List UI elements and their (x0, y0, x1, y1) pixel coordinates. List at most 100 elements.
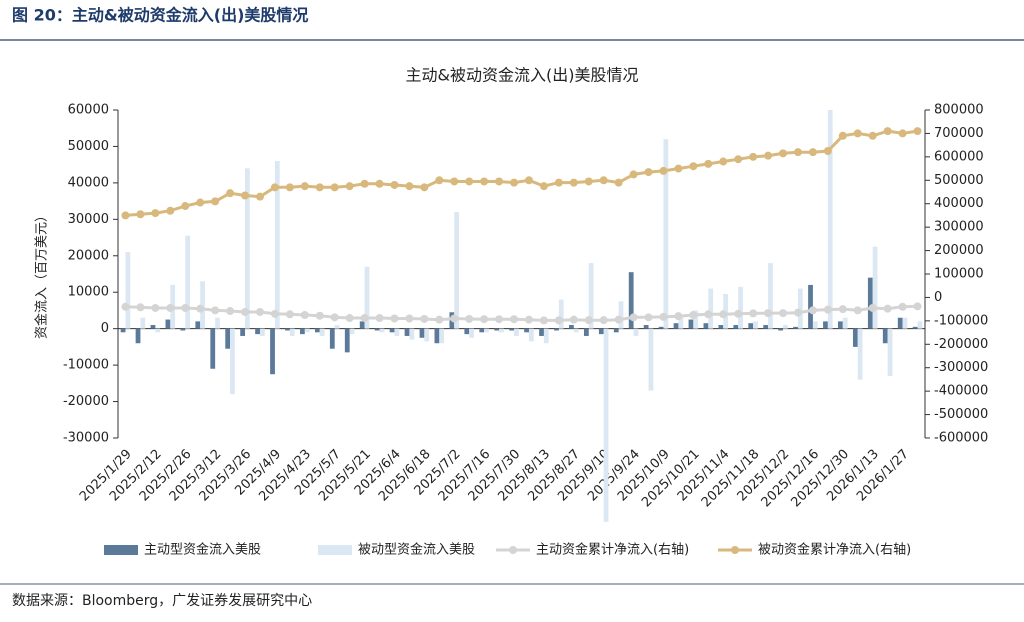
bar (274, 161, 280, 329)
bar (195, 321, 201, 329)
line-series (125, 129, 918, 217)
line-marker (300, 311, 309, 319)
y2-tick-label: -100000 (934, 313, 988, 328)
bar (738, 286, 743, 329)
line-marker (270, 183, 279, 192)
line-marker (779, 309, 788, 318)
bar (135, 328, 141, 344)
line-marker (360, 314, 369, 323)
line-marker (913, 302, 922, 311)
line-marker (450, 314, 459, 323)
bar (245, 168, 250, 329)
bar (588, 263, 594, 329)
y2-tick-label: -500000 (934, 407, 988, 422)
bar (304, 328, 310, 333)
line-marker (823, 305, 832, 314)
line-marker (629, 313, 638, 322)
line-marker (315, 183, 324, 192)
bar (419, 328, 425, 338)
line-marker (793, 148, 802, 157)
line-marker (405, 182, 414, 191)
bar (673, 323, 679, 329)
bar (882, 328, 888, 344)
legend-label: 被动型资金流入美股 (358, 542, 475, 558)
bar (185, 235, 191, 329)
line-marker (270, 309, 279, 318)
line-marker (241, 307, 250, 316)
bar (359, 321, 365, 329)
bar (768, 263, 773, 329)
line-marker (375, 179, 384, 188)
bar (225, 328, 231, 349)
line-marker (898, 129, 907, 138)
line-marker (196, 198, 205, 207)
bar (872, 246, 878, 329)
legend-swatch (509, 546, 517, 554)
bar (379, 328, 385, 333)
line-marker (181, 202, 190, 211)
y-tick-label: 10000 (68, 285, 109, 300)
bar (838, 321, 843, 329)
bar (793, 326, 798, 329)
bar (230, 328, 235, 395)
line-marker (226, 189, 235, 198)
line-marker (584, 177, 593, 186)
line-marker (495, 177, 504, 186)
bar (827, 110, 833, 329)
line-marker (599, 316, 608, 325)
bar (125, 252, 131, 329)
line-marker (689, 162, 698, 171)
bar (917, 321, 923, 329)
line-marker (136, 210, 145, 219)
line-marker (151, 209, 160, 218)
bar (349, 328, 355, 335)
line-marker (211, 306, 220, 315)
line-marker (644, 168, 653, 177)
y-tick-label: -20000 (63, 394, 109, 409)
bar (573, 328, 579, 333)
line-marker (345, 314, 354, 323)
y-tick-label: 0 (101, 321, 109, 336)
line-marker (719, 310, 728, 319)
legend-label: 主动资金累计净流入(右轴) (536, 542, 689, 558)
line-marker (181, 303, 190, 312)
bar (797, 288, 803, 329)
y2-tick-label: -400000 (934, 384, 988, 399)
bar (867, 277, 873, 329)
bar (748, 323, 754, 329)
bar (708, 288, 714, 329)
bar (852, 328, 858, 347)
line-marker (315, 311, 324, 320)
line-marker (465, 314, 474, 323)
bar (688, 319, 694, 329)
line-marker (913, 127, 922, 136)
line-marker (644, 313, 653, 322)
bar (842, 317, 848, 329)
bar (583, 328, 589, 336)
bar (633, 328, 639, 336)
bar (434, 328, 440, 344)
line-marker (868, 131, 877, 140)
line-marker (674, 312, 683, 321)
bar (200, 281, 205, 329)
bar (494, 328, 500, 331)
line-marker (883, 127, 892, 136)
line-marker (121, 211, 130, 220)
bar (424, 328, 430, 342)
bar (319, 328, 325, 336)
bar (678, 317, 684, 329)
line-marker (659, 166, 668, 175)
bar (598, 328, 604, 335)
line-marker (226, 307, 235, 316)
line-marker (734, 309, 743, 318)
line-marker (749, 309, 758, 318)
y2-tick-label: 600000 (934, 149, 984, 164)
line-marker (450, 177, 459, 186)
bar (255, 328, 260, 335)
line-marker (584, 316, 593, 325)
bar (404, 328, 410, 336)
legend-swatch (731, 546, 739, 554)
bar (543, 328, 549, 344)
line-marker (285, 183, 294, 192)
line-marker (510, 315, 519, 324)
